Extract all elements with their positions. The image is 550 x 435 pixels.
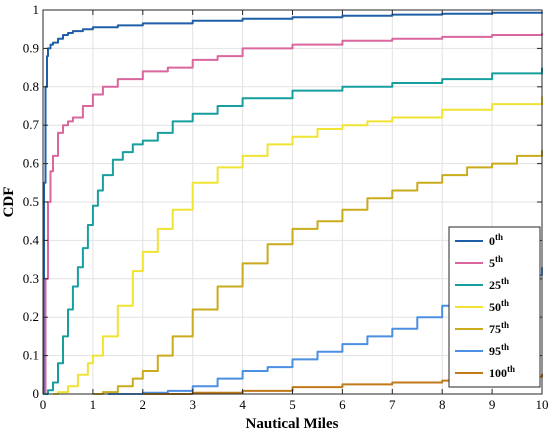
- x-axis-ticks: 0 1 2 3 4 5 6 7 8 9 10: [40, 10, 549, 412]
- y-tick-label: 0.6: [23, 156, 40, 171]
- legend-label-25th: 25th: [489, 276, 509, 292]
- x-tick-label: 1: [90, 397, 97, 412]
- y-tick-label: 0: [33, 386, 40, 401]
- series-line-50th: [53, 96, 543, 395]
- legend-label-5th: 5th: [489, 254, 503, 270]
- series-line-25th: [43, 67, 543, 395]
- y-tick-label: 0.7: [23, 117, 40, 132]
- x-tick-label: 8: [439, 397, 446, 412]
- legend-label-75th: 75th: [489, 320, 509, 336]
- y-tick-label: 0.1: [23, 348, 39, 363]
- series-line-0th: [43, 11, 543, 395]
- series-line-5th: [43, 33, 543, 395]
- y-axis-ticks: 0 0.1 0.2 0.3 0.4 0.5 0.6 0.7 0.8 0.9 1: [23, 2, 542, 401]
- x-tick-label: 4: [239, 397, 246, 412]
- series-lines: [43, 11, 543, 395]
- legend-label-95th: 95th: [489, 342, 509, 358]
- y-axis-title: CDF: [1, 187, 17, 218]
- y-tick-label: 1: [33, 2, 40, 17]
- y-tick-label: 0.9: [23, 40, 39, 55]
- x-tick-label: 0: [40, 397, 47, 412]
- y-tick-label: 0.8: [23, 79, 39, 94]
- legend: 0th 5th 25th 50th 75th 95th 100th: [448, 226, 541, 388]
- y-tick-label: 0.4: [23, 232, 40, 247]
- x-tick-label: 10: [536, 397, 549, 412]
- x-tick-label: 2: [140, 397, 147, 412]
- x-tick-label: 6: [339, 397, 346, 412]
- x-tick-label: 9: [489, 397, 496, 412]
- legend-label-0th: 0th: [489, 232, 503, 248]
- legend-label-100th: 100th: [489, 364, 515, 380]
- y-tick-label: 0.5: [23, 194, 39, 209]
- series-line-75th: [92, 150, 543, 395]
- x-tick-label: 7: [389, 397, 396, 412]
- x-tick-label: 3: [189, 397, 196, 412]
- legend-label-50th: 50th: [489, 298, 509, 314]
- y-tick-label: 0.2: [23, 309, 39, 324]
- x-tick-label: 5: [289, 397, 296, 412]
- x-axis-title: Nautical Miles: [246, 416, 339, 432]
- y-tick-label: 0.3: [23, 271, 39, 286]
